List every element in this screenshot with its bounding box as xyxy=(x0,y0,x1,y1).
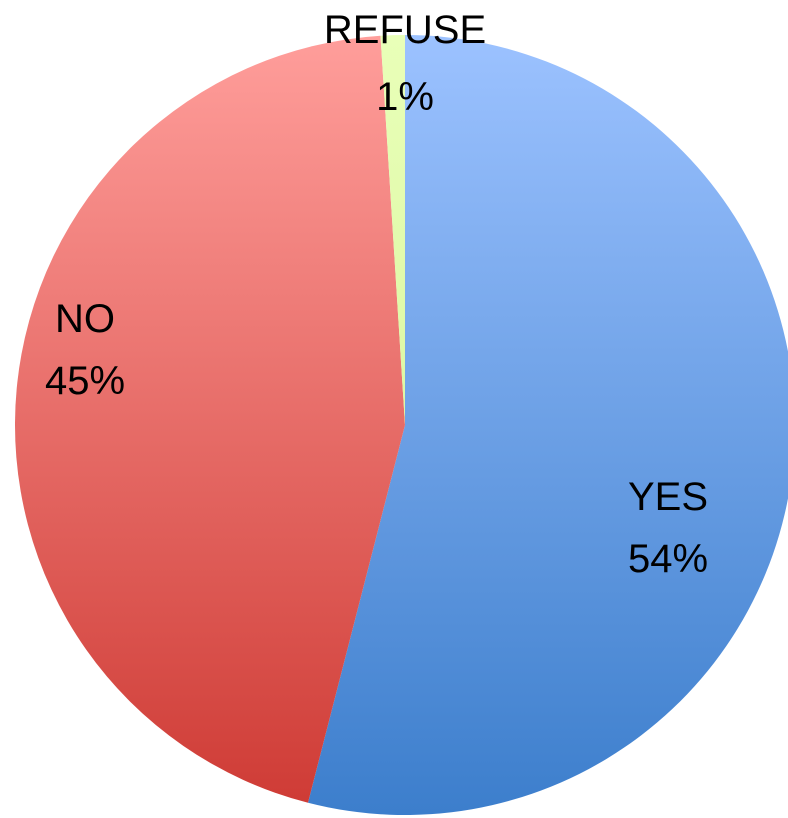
pie-slice-refuse xyxy=(380,35,405,425)
pie-slice-no xyxy=(14,35,406,803)
pie-labels: YES 54% NO 45% REFUSE 1% xyxy=(45,8,708,581)
pie-slice-yes xyxy=(308,35,788,815)
slice-percent-label-no: 45% xyxy=(45,359,125,403)
slice-percent-label-refuse: 1% xyxy=(376,75,434,119)
pie-slices xyxy=(14,35,788,815)
slice-percent-label-yes: 54% xyxy=(628,537,708,581)
slice-category-label-refuse: REFUSE xyxy=(324,8,486,52)
slice-category-label-no: NO xyxy=(55,297,115,341)
slice-category-label-yes: YES xyxy=(628,475,708,519)
